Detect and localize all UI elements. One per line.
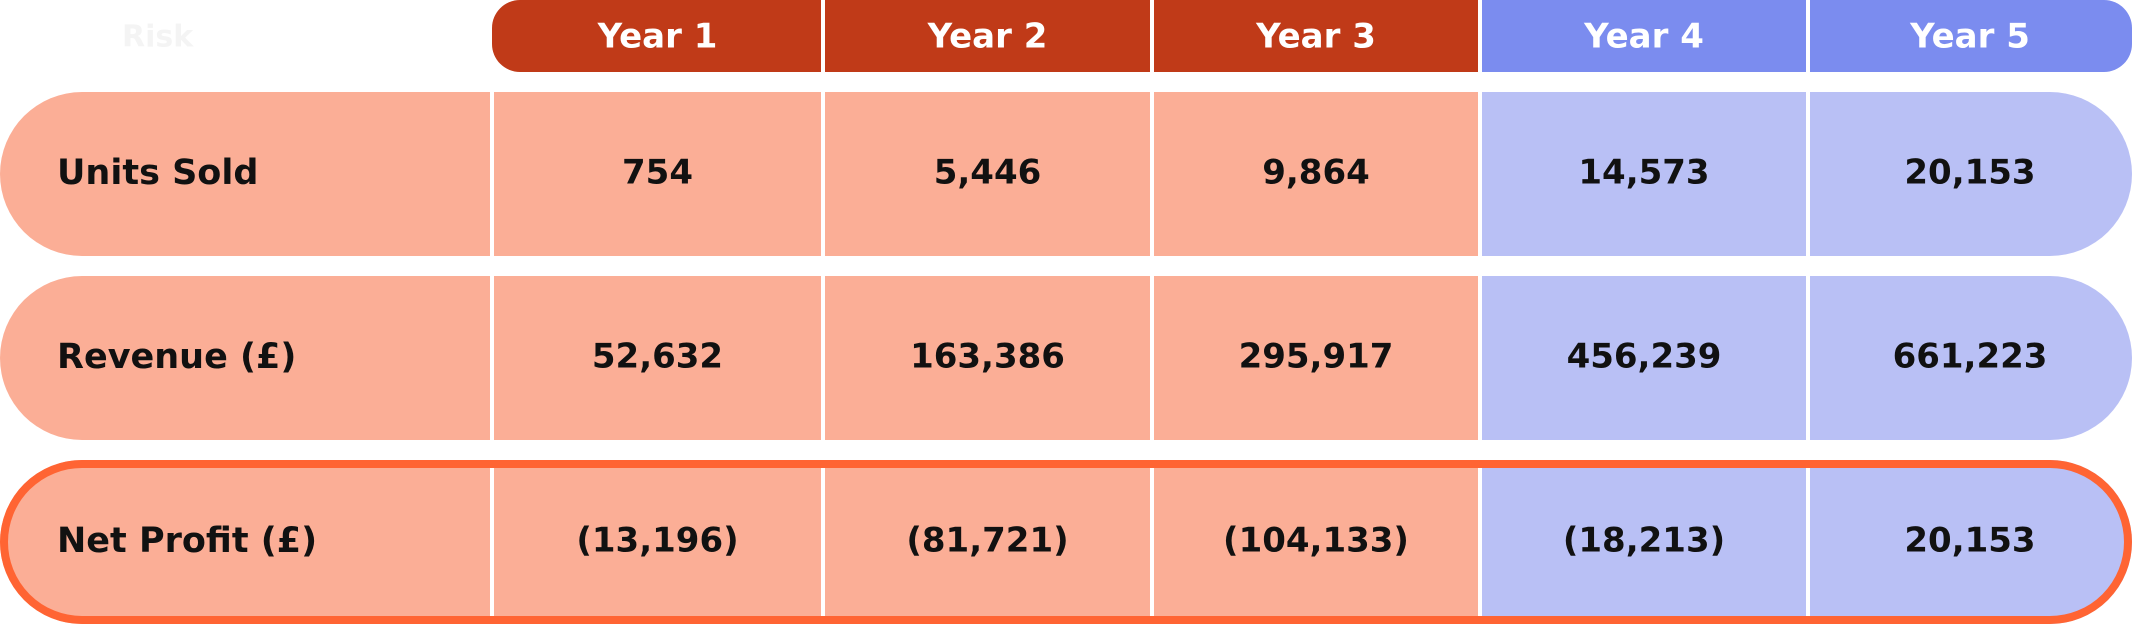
cell-separator xyxy=(490,460,494,624)
cell-separator xyxy=(1806,460,1810,624)
cell-separator xyxy=(1806,92,1810,256)
cell-value: 456,239 xyxy=(1567,337,1722,377)
cell-separator xyxy=(490,276,494,440)
cell-value: 20,153 xyxy=(1904,521,2035,561)
cell-value: 14,573 xyxy=(1578,153,1709,193)
cell-separator xyxy=(1150,460,1154,624)
row-label: Revenue (£) xyxy=(57,337,296,377)
header-separator xyxy=(821,0,825,72)
cell-value: 295,917 xyxy=(1239,337,1394,377)
cell-value: 5,446 xyxy=(934,153,1042,193)
cell-value: (81,721) xyxy=(906,521,1068,561)
cell-value: (13,196) xyxy=(576,521,738,561)
cell-separator xyxy=(1150,92,1154,256)
cell-separator xyxy=(1806,276,1810,440)
table-row xyxy=(0,92,2132,256)
column-header: Year 5 xyxy=(1909,17,2030,57)
cell-separator xyxy=(821,460,825,624)
table-row xyxy=(0,276,2132,440)
cell-value: 9,864 xyxy=(1262,153,1370,193)
row-label: Net Profit (£) xyxy=(57,521,317,561)
cell-separator xyxy=(490,92,494,256)
cell-separator xyxy=(821,92,825,256)
row-label: Units Sold xyxy=(57,153,258,193)
header-separator xyxy=(1478,0,1482,72)
row-bg xyxy=(0,276,1480,440)
cell-value: (18,213) xyxy=(1563,521,1725,561)
cell-separator xyxy=(1478,276,1482,440)
header-bg xyxy=(492,0,1480,72)
cell-value: 163,386 xyxy=(910,337,1065,377)
cell-value: 20,153 xyxy=(1904,153,2035,193)
header-row xyxy=(492,0,2132,72)
row-highlight xyxy=(0,460,2132,624)
cell-value: 754 xyxy=(622,153,693,193)
cell-separator xyxy=(1150,276,1154,440)
row-bg xyxy=(0,460,1480,624)
row-bg xyxy=(0,92,1480,256)
cell-separator xyxy=(1478,92,1482,256)
cell-separator xyxy=(821,276,825,440)
cell-value: 661,223 xyxy=(1893,337,2048,377)
corner-label: Risk xyxy=(122,20,194,55)
cell-separator xyxy=(1478,460,1482,624)
cell-value: 52,632 xyxy=(592,337,723,377)
column-header: Year 3 xyxy=(1255,17,1376,57)
column-header: Year 4 xyxy=(1583,17,1704,57)
header-separator xyxy=(1150,0,1154,72)
header-separator xyxy=(1806,0,1810,72)
column-header: Year 1 xyxy=(597,17,718,57)
cell-value: (104,133) xyxy=(1223,521,1409,561)
table-row xyxy=(0,460,2132,624)
column-header: Year 2 xyxy=(927,17,1048,57)
